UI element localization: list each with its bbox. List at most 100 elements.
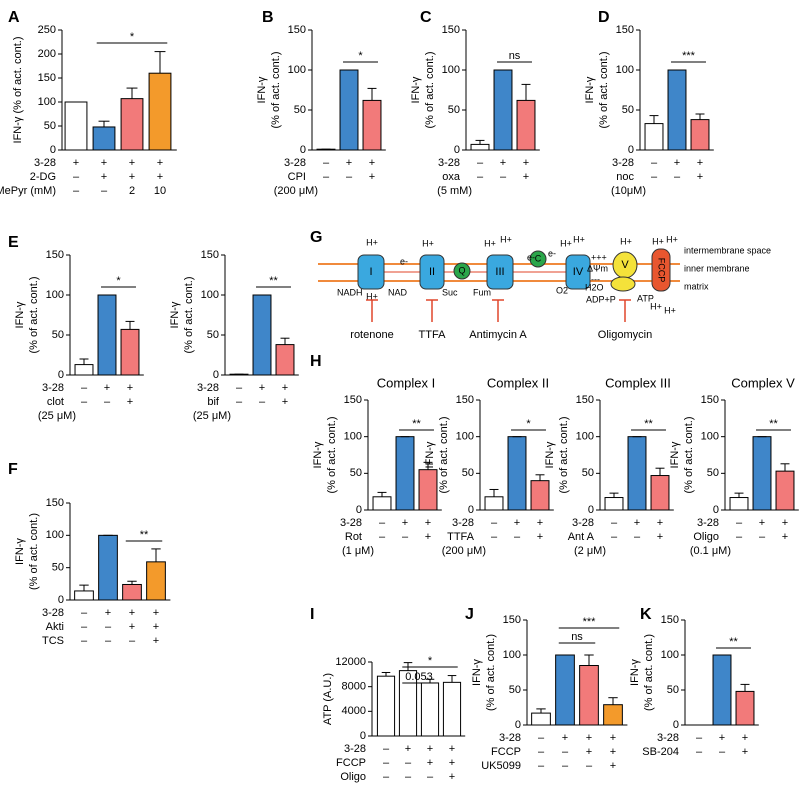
y-axis-label: (% of act. cont.) — [485, 634, 497, 711]
y-tick-label: 0 — [515, 719, 521, 731]
condition-label: Oligo — [340, 771, 366, 783]
condition-mark: – — [611, 517, 618, 529]
bar-chart: Complex V IFN-γ (% of act. cont.) 0 50 100 150… — [669, 375, 799, 557]
complex-label: III — [495, 266, 504, 278]
condition-mark: – — [105, 621, 112, 633]
bar — [372, 496, 392, 511]
y-tick-label: 0 — [673, 719, 679, 731]
y-tick-label: 150 — [456, 394, 474, 406]
condition-label: oxa — [442, 171, 461, 183]
condition-mark: + — [129, 157, 135, 169]
condition-mark: – — [383, 757, 390, 769]
metabolite-label: H2O — [585, 282, 604, 292]
bar-chart: F IFN-γ (% of act. cont.) 0 50 100 150 ** 3-28 – +… — [8, 461, 171, 647]
significance-label: *** — [583, 616, 597, 628]
condition-mark: – — [759, 531, 766, 543]
proton-label: H+ — [484, 238, 496, 248]
condition-mark: + — [127, 396, 133, 408]
condition-mark: – — [562, 760, 569, 772]
y-tick-label: 100 — [456, 431, 474, 443]
y-tick-label: 100 — [616, 64, 634, 76]
bar — [418, 469, 438, 511]
condition-mark: + — [449, 743, 455, 755]
bar — [604, 497, 624, 511]
inhibitor-label: rotenone — [350, 329, 393, 341]
metabolite-label: NAD — [388, 287, 408, 297]
condition-mark: – — [538, 732, 545, 744]
chart-title: Complex II — [487, 375, 549, 390]
inhibitor-label: TTFA — [419, 329, 447, 341]
y-tick-label: 0 — [360, 730, 366, 742]
condition-label: 3-28 — [284, 157, 306, 169]
condition-mark: + — [259, 382, 265, 394]
bar-chart: A IFN-γ (% of act. cont.) 0 50 100 150 200 250 *… — [0, 9, 177, 197]
y-axis-label: IFN-γ — [629, 659, 641, 686]
proton-label: H+ — [366, 237, 378, 247]
proton-label: H+ — [573, 234, 585, 244]
metabolite-label: Suc — [442, 287, 458, 297]
y-axis-label: (% of act. cont.) — [424, 51, 436, 128]
y-tick-label: 150 — [288, 24, 306, 36]
bar — [395, 436, 415, 511]
y-axis-label: (% of act. cont.) — [643, 634, 655, 711]
condition-mark: + — [500, 157, 506, 169]
condition-mark: – — [651, 157, 658, 169]
y-axis-label: IFN-γ — [14, 301, 26, 328]
bar — [98, 534, 118, 601]
y-tick-label: 100 — [46, 529, 64, 541]
condition-mark: – — [491, 531, 498, 543]
proton-label: H+ — [620, 236, 632, 246]
condition-mark: + — [562, 732, 568, 744]
condition-mark: + — [537, 517, 543, 529]
bar — [735, 690, 755, 726]
complex-label: IV — [573, 266, 584, 278]
electron-label: e- — [400, 256, 408, 266]
y-tick-label: 250 — [38, 24, 56, 36]
condition-mark: – — [129, 635, 136, 647]
condition-mark: – — [586, 760, 593, 772]
panel-letter: D — [598, 9, 610, 26]
chart-title: Complex III — [605, 375, 671, 390]
condition-mark: – — [477, 171, 484, 183]
bar-chart: J IFN-γ (% of act. cont.) 0 50 100 150 ns*** 3-2… — [465, 606, 628, 772]
condition-mark: – — [259, 396, 266, 408]
condition-mark: – — [323, 157, 330, 169]
y-tick-label: 150 — [38, 72, 56, 84]
y-tick-label: 0 — [468, 504, 474, 516]
significance-label: ** — [412, 418, 421, 430]
condition-mark: + — [425, 531, 431, 543]
complex — [565, 254, 591, 290]
condition-label: 3-28 — [340, 517, 362, 529]
condition-label: 3-28 — [499, 732, 521, 744]
y-tick-label: 0 — [58, 594, 64, 606]
condition-mark: + — [586, 746, 592, 758]
bar — [339, 69, 359, 151]
condition-mark: – — [73, 185, 80, 197]
panel-letter: I — [310, 606, 314, 623]
condition-mark: + — [523, 157, 529, 169]
y-tick-label: 0 — [58, 369, 64, 381]
bar — [420, 682, 440, 737]
bar — [484, 496, 504, 511]
condition-mark: – — [538, 746, 545, 758]
panel-letter: F — [8, 461, 18, 478]
condition-label: 3-28 — [438, 157, 460, 169]
condition-note: (10μM) — [611, 185, 646, 197]
bar-chart: IFN-γ (% of act. cont.) 0 50 100 150 ** 3-28 – + +… — [169, 249, 299, 422]
significance-label: ** — [729, 636, 738, 648]
condition-mark: – — [383, 771, 390, 783]
panel-letter: K — [640, 606, 652, 623]
condition-note: (0.1 μM) — [690, 545, 731, 557]
condition-mark: – — [562, 746, 569, 758]
condition-label: 3-28 — [612, 157, 634, 169]
condition-mark: + — [610, 746, 616, 758]
bar-chart: E IFN-γ (% of act. cont.) 0 50 100 150 * 3-28 – + +… — [8, 234, 144, 422]
condition-label: 3-28 — [197, 382, 219, 394]
condition-mark: + — [402, 517, 408, 529]
y-axis-label: IFN-γ — [312, 441, 324, 468]
y-axis-label: IFN-γ — [471, 659, 483, 686]
condition-mark: – — [101, 185, 108, 197]
bar-chart: C IFN-γ (% of act. cont.) 0 50 100 150 ns 3-28 – +… — [410, 9, 540, 197]
condition-mark: + — [129, 607, 135, 619]
y-axis-label: ATP (A.U.) — [322, 673, 334, 725]
